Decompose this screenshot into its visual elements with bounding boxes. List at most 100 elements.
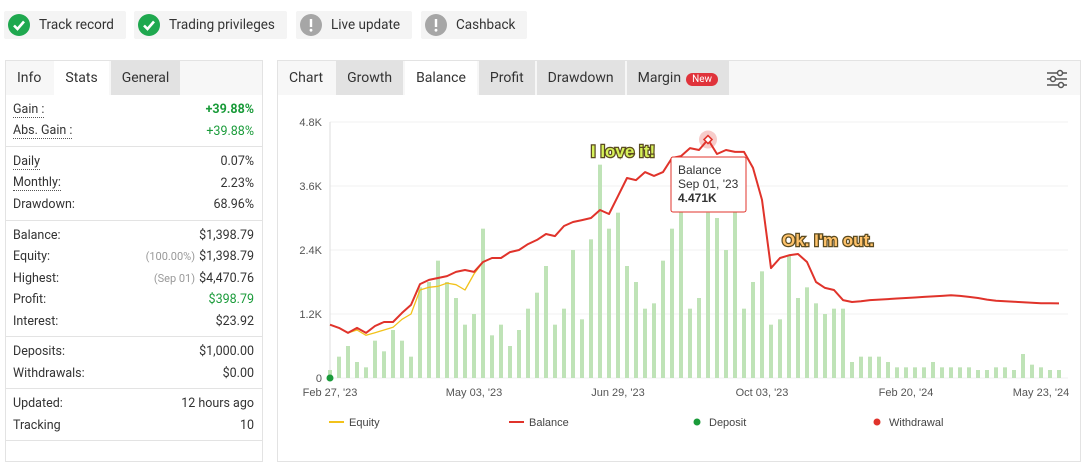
y-tick-label: 0: [316, 373, 322, 385]
badge: Track record: [4, 11, 126, 39]
tooltip-date: Sep 01, '23: [678, 177, 739, 191]
bar: [571, 250, 575, 378]
badge-label: Track record: [39, 17, 114, 33]
stat-group: Daily 0.07% Monthly: 2.23% Drawdown: 68.96%: [6, 147, 262, 221]
bar: [760, 271, 764, 378]
bar: [400, 340, 404, 378]
bar: [976, 370, 980, 378]
stat-label: Balance:: [13, 227, 61, 243]
stat-value-wrap: 0.07%: [220, 154, 254, 169]
x-tick-label: May 23, '24: [1013, 387, 1070, 399]
tab-label: Chart: [289, 70, 324, 86]
tooltip-value: 4.471K: [678, 191, 717, 205]
bar: [733, 186, 737, 378]
tab[interactable]: Growth: [336, 61, 404, 95]
tab[interactable]: Chart: [278, 61, 334, 95]
bar: [688, 308, 692, 378]
tab-label: Margin: [637, 70, 682, 86]
stat-value: $1,000.00: [199, 344, 254, 360]
stat-value-wrap: +39.88%: [206, 124, 254, 139]
tab[interactable]: Balance: [405, 61, 477, 95]
tab[interactable]: Margin New: [626, 61, 730, 95]
stat-value: 10: [239, 417, 254, 433]
tooltip-title: Balance: [678, 163, 722, 177]
badge-icon: [425, 14, 447, 36]
bar: [1003, 367, 1007, 378]
tab[interactable]: Profit: [478, 61, 535, 95]
bar: [562, 308, 566, 378]
stat-value-wrap: 68.96%: [213, 197, 254, 212]
y-tick-label: 2.4K: [299, 245, 322, 257]
annotation: I love it!: [591, 142, 655, 161]
bar: [607, 228, 611, 378]
bar: [553, 324, 557, 378]
bar: [913, 367, 917, 378]
bar: [1030, 364, 1034, 378]
tab-label: Profit: [489, 70, 524, 86]
bar: [1048, 370, 1052, 378]
bar: [679, 186, 683, 378]
tab[interactable]: Stats: [54, 61, 109, 95]
legend-label: Balance: [529, 417, 569, 429]
bar: [661, 260, 665, 378]
bar: [1021, 354, 1025, 378]
bar: [724, 250, 728, 378]
bar: [1039, 367, 1043, 378]
stat-value-wrap: $1,398.79: [199, 228, 254, 243]
icon-dot: [309, 28, 313, 32]
stat-value-wrap: $398.79: [209, 292, 254, 307]
stat-row: Highest: (Sep 01) $4,470.76: [6, 268, 262, 290]
x-tick-label: May 03, '23: [446, 387, 503, 399]
bar: [769, 324, 773, 378]
bar: [454, 298, 458, 378]
stat-value: $4,470.76: [199, 270, 254, 286]
bar: [895, 367, 899, 378]
bar: [490, 335, 494, 378]
stat-value-wrap: (100.00%) $1,398.79: [146, 249, 254, 264]
bar: [778, 319, 782, 378]
tab[interactable]: Info: [17, 70, 42, 86]
bar: [418, 287, 422, 378]
settings-icon[interactable]: [1046, 69, 1068, 89]
bar: [742, 308, 746, 378]
stat-value-wrap: (Sep 01) $4,470.76: [154, 271, 254, 286]
stat-value: $23.92: [215, 313, 254, 329]
highlight-point: [702, 134, 714, 145]
stat-value: $0.00: [222, 365, 254, 381]
stat-label: Drawdown:: [13, 197, 75, 213]
stats-groups: Gain : +39.88% Abs. Gain : +39.88% Daily 0.07…: [6, 95, 262, 441]
bar: [463, 324, 467, 378]
bar: [580, 319, 584, 378]
tab[interactable]: Drawdown: [536, 61, 625, 95]
stat-label: Updated:: [13, 396, 63, 412]
stat-row: Daily 0.07%: [6, 151, 262, 173]
bar: [931, 362, 935, 378]
stat-value: 12 hours ago: [181, 396, 254, 412]
stat-row: Monthly: 2.23%: [6, 173, 262, 195]
bar: [814, 303, 818, 378]
icon-dot: [434, 28, 438, 32]
bar: [886, 362, 890, 378]
icon-check: [143, 20, 155, 31]
bar: [706, 212, 710, 378]
icon-circle: [138, 14, 160, 36]
tab[interactable]: General: [110, 61, 181, 95]
bar: [634, 282, 638, 378]
x-tick-label: Feb 20, '24: [879, 387, 934, 399]
stat-label: Interest:: [13, 313, 59, 329]
bar: [544, 266, 548, 378]
bar: [517, 330, 521, 378]
chart-tabs: Chart Growth Balance Profit Drawdown Margin Ne…: [278, 61, 1080, 95]
stat-row: Balance: $1,398.79: [6, 225, 262, 247]
legend-label: Withdrawal: [889, 417, 943, 429]
legend-label: Deposit: [709, 417, 746, 429]
bar: [796, 298, 800, 378]
stat-value: $1,398.79: [199, 227, 254, 243]
bar: [904, 367, 908, 378]
bar: [589, 239, 593, 378]
stats-tabs: Info Stats General: [6, 61, 262, 95]
bar: [616, 212, 620, 378]
bar: [751, 282, 755, 378]
legend-label: Equity: [349, 417, 380, 429]
